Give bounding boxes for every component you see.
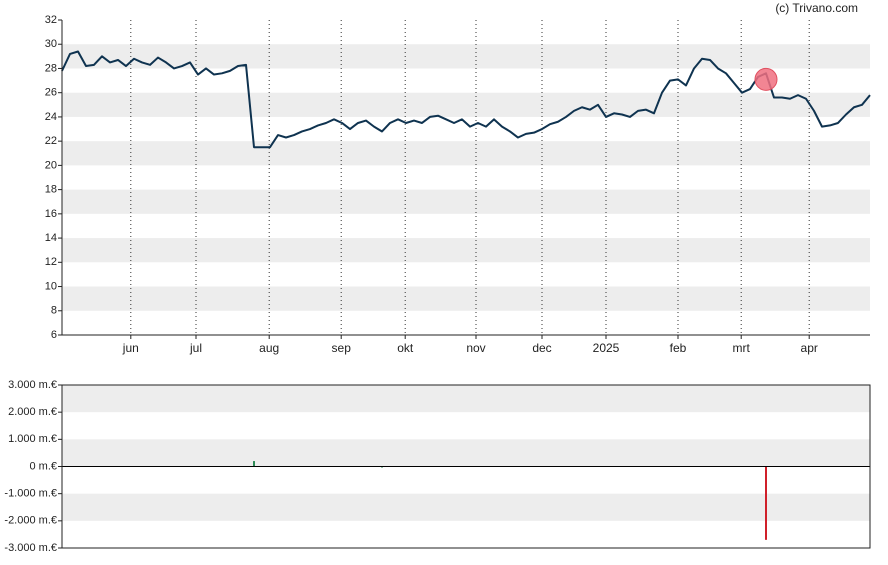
source: (c) Trivano.com [775, 1, 858, 15]
y-tick-label: 2.000 m.€ [8, 406, 57, 418]
y-tick-label: 18 [45, 184, 57, 196]
grid-band [62, 385, 870, 413]
bar [765, 466, 767, 540]
x-tick-label: feb [670, 341, 687, 355]
y-tick-label: 32 [45, 14, 57, 26]
x-tick-label: mrt [733, 341, 751, 355]
y-tick-label: 30 [45, 38, 57, 50]
y-tick-label: 0 m.€ [29, 460, 57, 472]
y-tick-label: 20 [45, 159, 57, 171]
y-tick-label: 16 [45, 208, 57, 220]
highlight-marker [754, 67, 778, 91]
y-tick-label: 3.000 m.€ [8, 379, 57, 391]
x-tick-label: jun [122, 341, 139, 355]
y-tick-label: 28 [45, 62, 57, 74]
grid-band [62, 44, 870, 69]
grid-band [62, 286, 870, 311]
grid-band [62, 493, 870, 521]
y-tick-label: 6 [51, 329, 57, 341]
y-tick-label: 22 [45, 135, 57, 147]
y-tick-label: -3.000 m.€ [4, 542, 57, 554]
x-tick-label: apr [801, 341, 818, 355]
y-tick-label: 8 [51, 305, 57, 317]
x-tick-label: okt [397, 341, 414, 355]
grid-band [62, 141, 870, 166]
x-tick-label: dec [532, 341, 551, 355]
x-tick-label: 2025 [593, 341, 620, 355]
y-tick-label: 14 [45, 232, 57, 244]
x-tick-label: sep [332, 341, 352, 355]
grid-band [62, 439, 870, 467]
grid-band [62, 238, 870, 263]
y-tick-label: 12 [45, 256, 57, 268]
y-tick-label: 1.000 m.€ [8, 433, 57, 445]
y-tick-label: 26 [45, 87, 57, 99]
y-tick-label: 24 [45, 111, 57, 123]
x-tick-label: aug [259, 341, 279, 355]
x-tick-label: nov [466, 341, 485, 355]
plot-frame [61, 384, 871, 549]
price-line [61, 50, 871, 149]
y-tick-label: -2.000 m.€ [4, 515, 57, 527]
bar [253, 461, 255, 467]
y-tick-label: 10 [45, 280, 57, 292]
grid-band [62, 92, 870, 117]
grid-band [62, 189, 870, 214]
x-tick-label: jul [189, 341, 202, 355]
y-tick-label: -1.000 m.€ [4, 488, 57, 500]
